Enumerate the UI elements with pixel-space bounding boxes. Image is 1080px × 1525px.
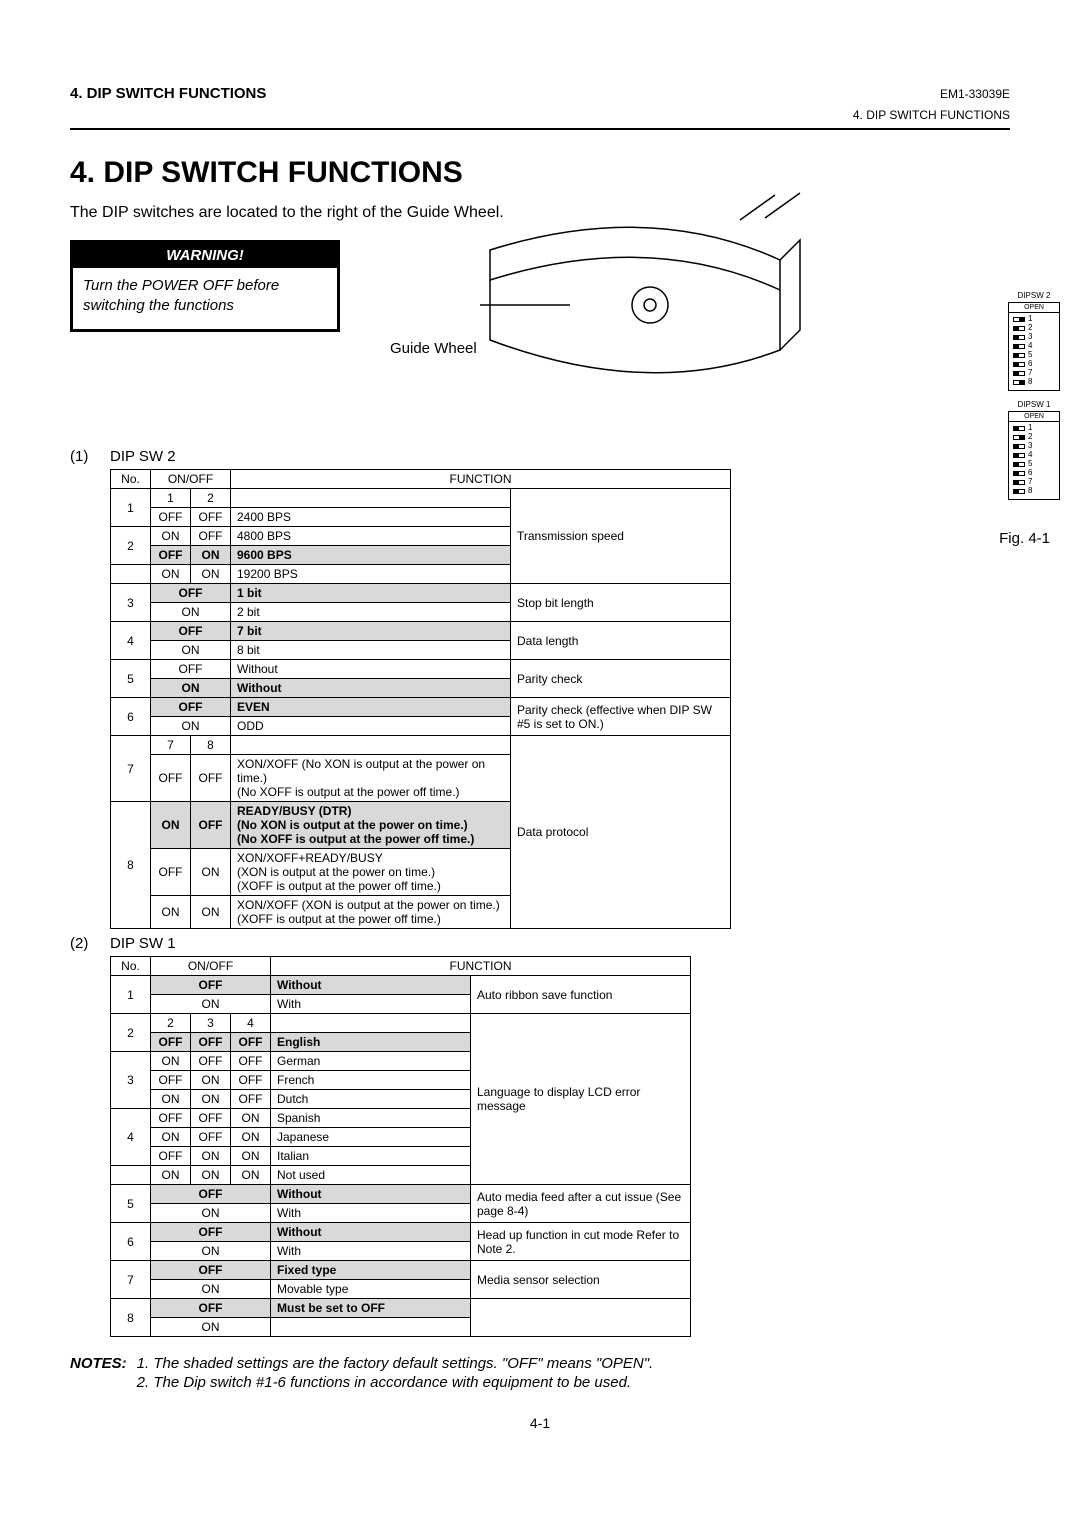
section-2-num: (2) bbox=[70, 935, 98, 952]
warning-body: Turn the POWER OFF before switching the … bbox=[73, 268, 337, 329]
dipswitch-mini-icon: DIPSW 2 OPEN 1 2 3 4 5 6 7 8 DIPSW 1 OPE… bbox=[1008, 292, 1060, 510]
warning-heading: WARNING! bbox=[73, 243, 337, 268]
doc-number: EM1-33039E bbox=[940, 87, 1010, 101]
notes-label: NOTES: bbox=[70, 1355, 127, 1393]
page-number: 4-1 bbox=[70, 1415, 1010, 1431]
notes-block: NOTES: 1. The shaded settings are the fa… bbox=[70, 1355, 1010, 1393]
note-2: 2. The Dip switch #1-6 functions in acco… bbox=[137, 1374, 654, 1391]
page-title: 4. DIP SWITCH FUNCTIONS bbox=[70, 156, 1010, 190]
dip-sw2-table: No. ON/OFF FUNCTION 1 1 2 Transmission s… bbox=[110, 469, 731, 929]
section-2-title: DIP SW 1 bbox=[110, 935, 176, 952]
guide-wheel-diagram bbox=[480, 190, 820, 420]
divider-line bbox=[70, 128, 1010, 130]
note-1: 1. The shaded settings are the factory d… bbox=[137, 1355, 654, 1372]
guide-wheel-label: Guide Wheel bbox=[390, 340, 477, 357]
figure-label: Fig. 4-1 bbox=[999, 530, 1050, 547]
header-left: 4. DIP SWITCH FUNCTIONS bbox=[70, 85, 266, 102]
header-sub: 4. DIP SWITCH FUNCTIONS bbox=[70, 108, 1010, 122]
warning-box: WARNING! Turn the POWER OFF before switc… bbox=[70, 240, 340, 332]
dip-sw1-table: No. ON/OFF FUNCTION 1 OFFWithout Auto ri… bbox=[110, 956, 691, 1337]
